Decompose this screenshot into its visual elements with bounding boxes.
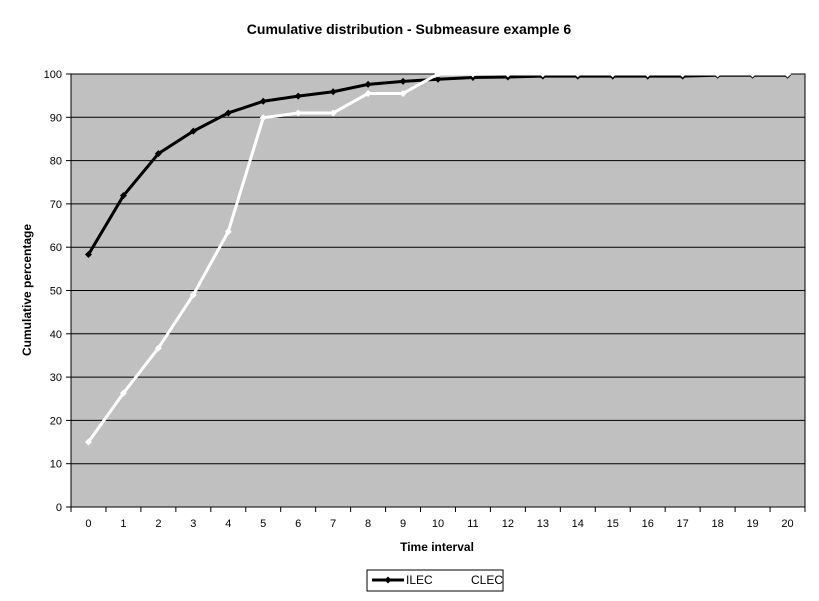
data-point-clec (84, 438, 92, 446)
x-tick-label: 9 (400, 518, 406, 530)
data-point-clec (574, 70, 582, 78)
x-tick-label: 7 (330, 518, 336, 530)
x-tick-label: 19 (746, 518, 758, 530)
x-tick-label: 18 (711, 518, 723, 530)
data-point-clec (259, 114, 267, 122)
data-point-clec (784, 70, 792, 78)
x-tick-label: 6 (295, 518, 301, 530)
data-point-clec (644, 70, 652, 78)
data-point-ilec (434, 75, 442, 83)
data-point-clec (609, 70, 617, 78)
data-point-clec (539, 70, 547, 78)
x-tick-label: 1 (120, 518, 126, 530)
series-lines (84, 70, 792, 446)
data-point-clec (154, 344, 162, 352)
chart-title: Cumulative distribution - Submeasure exa… (247, 21, 572, 37)
y-tick-label: 40 (50, 329, 62, 341)
x-tick-label: 11 (467, 518, 478, 530)
data-point-clec (364, 89, 372, 97)
y-tick-label: 50 (50, 286, 62, 298)
y-tick-label: 20 (50, 415, 62, 427)
x-tick-label: 5 (260, 518, 266, 530)
legend-box (366, 569, 504, 592)
y-tick-label: 100 (44, 69, 62, 81)
legend-label-clec: CLEC (471, 573, 503, 587)
y-tick-label: 80 (50, 156, 62, 168)
y-tick-label: 60 (50, 242, 62, 254)
data-point-ilec (119, 192, 127, 200)
data-point-clec (294, 109, 302, 117)
data-point-ilec (189, 127, 197, 135)
y-tick-label: 70 (50, 199, 62, 211)
legend-label-ilec: ILEC (406, 573, 433, 587)
data-point-ilec (154, 150, 162, 158)
x-tick-label: 14 (572, 518, 584, 530)
legend: ILEC CLEC (366, 569, 504, 592)
data-point-clec (119, 389, 127, 397)
x-tick-label: 17 (677, 518, 689, 530)
legend-marker-clec (449, 576, 457, 584)
data-point-clec (434, 70, 442, 78)
legend-marker-ilec (384, 576, 392, 584)
data-point-ilec (399, 77, 407, 85)
x-tick-label: 12 (502, 518, 514, 530)
gridlines (71, 116, 805, 465)
y-tick-label: 10 (50, 459, 62, 471)
data-point-ilec (259, 97, 267, 105)
data-point-ilec (84, 251, 92, 259)
y-axis-title: Cumulative percentage (20, 224, 34, 356)
data-point-ilec (329, 88, 337, 96)
data-point-clec (749, 70, 757, 78)
y-tick-label: 0 (56, 502, 62, 514)
x-tick-label: 13 (537, 518, 549, 530)
x-tick-label: 3 (190, 518, 196, 530)
data-point-ilec (224, 109, 232, 117)
data-point-ilec (364, 80, 372, 88)
x-tick-label: 0 (85, 518, 91, 530)
x-tick-label: 10 (432, 518, 444, 530)
x-axis-title: Time interval (400, 540, 474, 554)
x-tick-label: 16 (642, 518, 654, 530)
y-tick-label: 30 (50, 372, 62, 384)
y-tick-label: 90 (50, 112, 62, 124)
data-point-clec (714, 70, 722, 78)
x-tick-label: 4 (225, 518, 231, 530)
data-point-ilec (294, 92, 302, 100)
x-tick-label: 20 (781, 518, 793, 530)
data-point-clec (399, 89, 407, 97)
x-tick-label: 2 (155, 518, 161, 530)
data-point-clec (469, 70, 477, 78)
data-point-clec (224, 228, 232, 236)
x-tick-label: 15 (607, 518, 619, 530)
data-point-clec (504, 70, 512, 78)
x-tick-label: 8 (365, 518, 371, 530)
data-point-clec (679, 70, 687, 78)
data-point-clec (189, 291, 197, 299)
data-point-clec (329, 109, 337, 117)
